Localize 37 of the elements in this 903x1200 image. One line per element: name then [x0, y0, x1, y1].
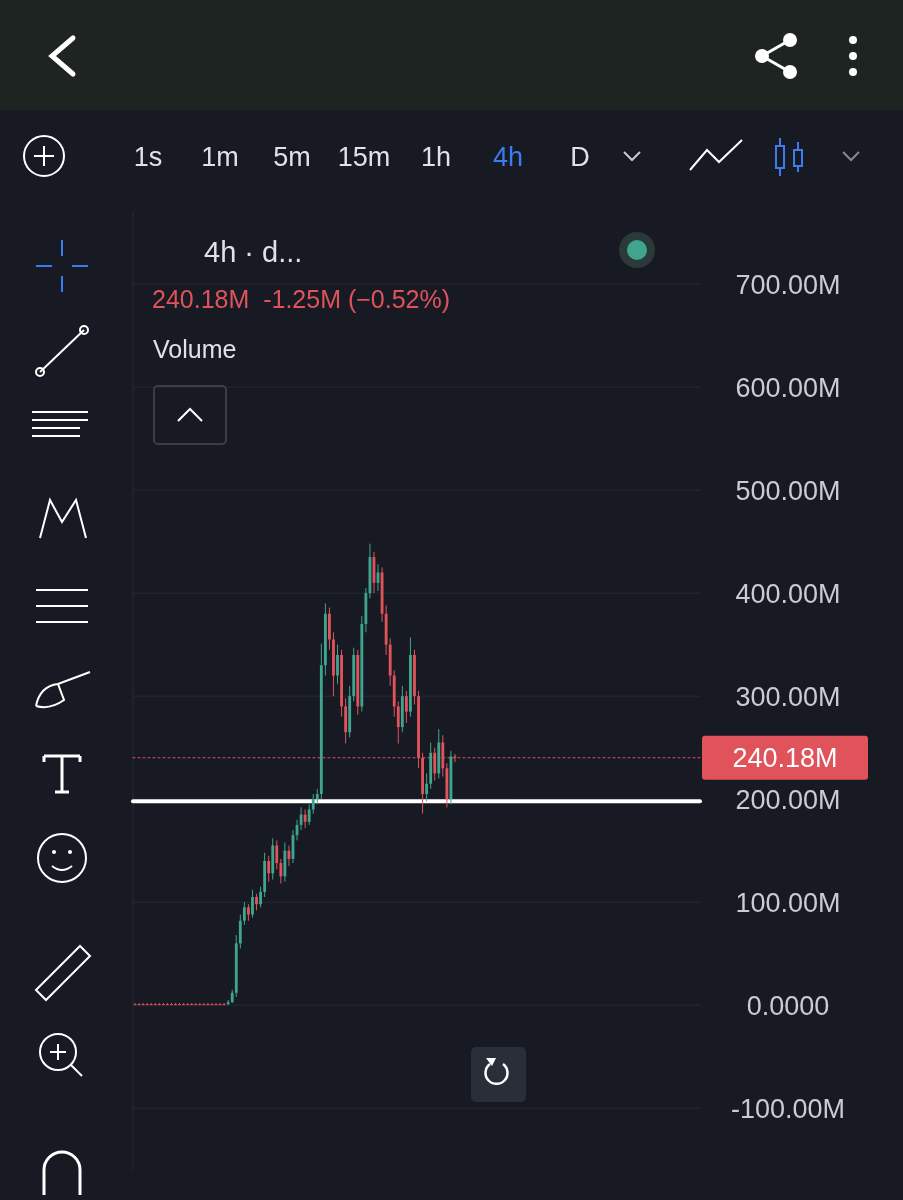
text: 1m: [201, 142, 239, 172]
candlestick: [396, 700, 400, 745]
candlestick: [202, 1002, 206, 1006]
y-tick-label: 600.00M: [735, 372, 841, 403]
y-tick-label: 700.00M: [735, 269, 841, 300]
candlestick: [251, 889, 254, 919]
candlestick: [425, 772, 429, 802]
text: 1s: [133, 142, 163, 172]
candlestick: [238, 914, 242, 950]
candlestick: [267, 855, 271, 883]
candlestick: [242, 901, 246, 926]
y-tick-label: 500.00M: [735, 475, 841, 506]
text: 15m: [337, 142, 391, 172]
text: 5m: [273, 142, 311, 172]
candlestick: [259, 886, 262, 908]
candlestick: [311, 793, 315, 815]
text: D: [570, 142, 590, 172]
text: 240.18M -1.25M (−0.52%): [152, 285, 451, 313]
y-tick-label: 200.00M: [735, 784, 841, 815]
candlestick: [307, 803, 311, 826]
y-tick-label: 100.00M: [735, 887, 841, 918]
text: 4h: [492, 142, 524, 172]
candlestick: [141, 1002, 145, 1006]
candlestick: [222, 1002, 226, 1006]
candlestick: [336, 644, 339, 685]
text: 1h: [420, 142, 452, 172]
candlestick: [404, 690, 408, 724]
candlestick: [303, 808, 307, 829]
text: 4h · d...: [204, 236, 303, 268]
annotation: Volume: [153, 335, 237, 363]
candlestick: [279, 858, 283, 885]
ref-line-label: 240.18M: [732, 743, 838, 774]
y-tick-label: -100.00M: [730, 1093, 846, 1124]
y-tick-label: 300.00M: [735, 681, 841, 712]
y-tick-label: 0.0000: [746, 990, 830, 1021]
candlestick: [275, 839, 279, 870]
y-tick-label: 400.00M: [735, 578, 841, 609]
